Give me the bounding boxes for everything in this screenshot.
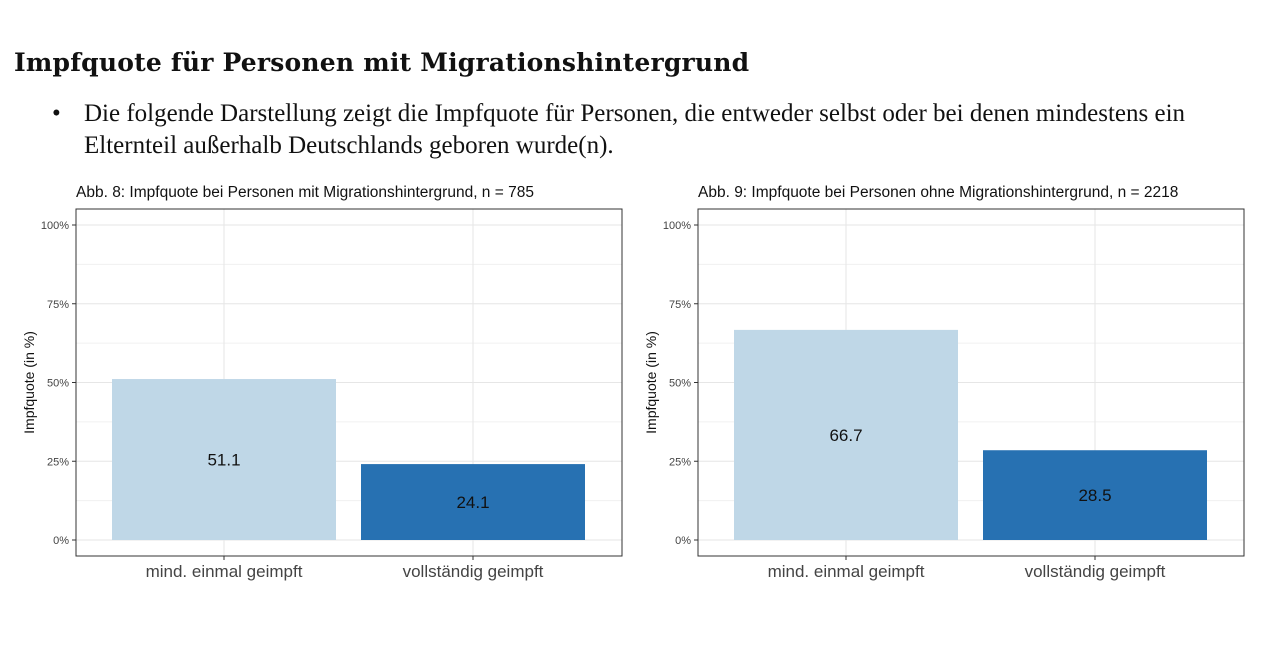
bullet-symbol: •: [52, 100, 61, 127]
y-axis-label: Impfquote (in %): [643, 331, 659, 434]
y-tick-label: 75%: [669, 299, 691, 311]
y-tick-label: 25%: [47, 456, 69, 468]
bar-2: [361, 464, 585, 540]
x-tick-label: vollständig geimpft: [403, 562, 544, 581]
x-tick-label: mind. einmal geimpft: [146, 562, 303, 581]
y-tick-label: 25%: [669, 456, 691, 468]
bar-value-label: 51.1: [207, 451, 240, 470]
section-heading: Impfquote für Personen mit Migrationshin…: [14, 48, 750, 77]
plot-border: [75, 208, 623, 557]
bar-value-label: 24.1: [456, 493, 489, 512]
y-tick-label: 100%: [663, 220, 691, 232]
chart-title: Abb. 9: Impfquote bei Personen ohne Migr…: [698, 184, 1178, 201]
chart-abb-8: Abb. 8: Impfquote bei Personen mit Migra…: [21, 184, 623, 581]
chart-abb-9: Abb. 9: Impfquote bei Personen ohne Migr…: [643, 184, 1245, 581]
x-tick-label: mind. einmal geimpft: [768, 562, 925, 581]
bar-value-label: 66.7: [829, 426, 862, 445]
bar-1: [112, 379, 336, 540]
y-axis-label: Impfquote (in %): [21, 331, 37, 434]
bar-value-label: 28.5: [1078, 486, 1111, 505]
bar-2: [983, 450, 1207, 540]
bar-1: [734, 329, 958, 540]
x-tick-label: vollständig geimpft: [1025, 562, 1166, 581]
chart-title: Abb. 8: Impfquote bei Personen mit Migra…: [76, 184, 534, 201]
bullet-item: • Die folgende Darstellung zeigt die Imp…: [48, 98, 1258, 162]
bullet-text: Die folgende Darstellung zeigt die Impfq…: [84, 100, 1186, 159]
y-tick-label: 50%: [47, 378, 69, 390]
y-tick-label: 50%: [669, 378, 691, 390]
y-tick-label: 0%: [675, 535, 691, 547]
plot-border: [697, 208, 1245, 557]
y-tick-label: 75%: [47, 299, 69, 311]
y-tick-label: 100%: [41, 220, 69, 232]
y-tick-label: 0%: [53, 535, 69, 547]
